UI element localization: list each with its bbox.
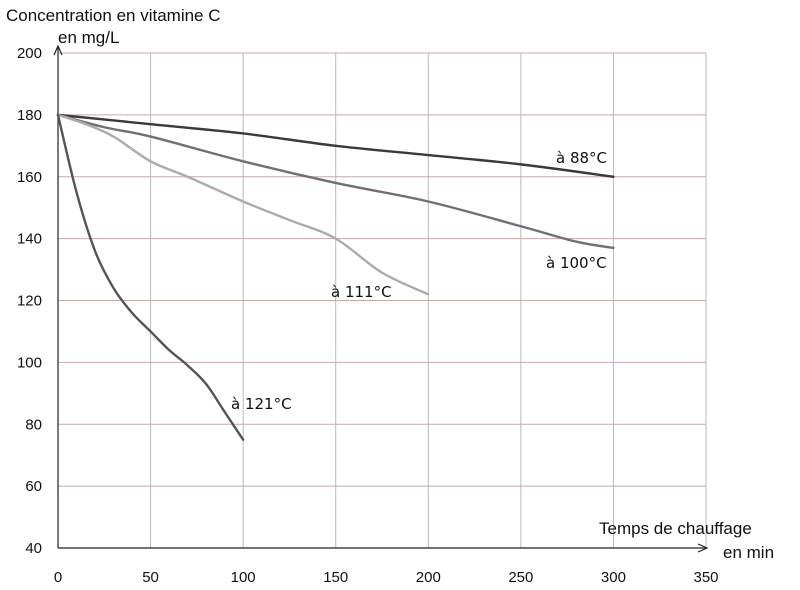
x-tick-label: 0	[54, 569, 62, 586]
series-line	[56, 113, 615, 250]
x-axis-arrow	[697, 543, 709, 553]
y-tick-label: 60	[25, 478, 42, 495]
series-line	[56, 113, 245, 441]
y-tick-label: 100	[17, 354, 42, 371]
y-axis-title-line2: en mg/L	[58, 28, 120, 47]
y-tick-label: 160	[17, 169, 42, 186]
series-label: à 111°C	[331, 283, 392, 301]
x-tick-label: 100	[231, 569, 256, 586]
y-tick-label: 40	[25, 540, 42, 557]
grid	[58, 52, 707, 548]
x-tick-label: 300	[601, 569, 626, 586]
tick-labels: 40 60 80 100 120 140 160 180 200 0 50 100 150 200 250 3…	[17, 45, 719, 586]
series-labels: à 88°C à 100°C à 111°C à 121°C	[231, 149, 607, 413]
x-axis-title-line2: en min	[723, 543, 775, 562]
y-tick-label: 80	[25, 416, 42, 433]
series-label: à 88°C	[556, 149, 607, 167]
y-tick-label: 180	[17, 107, 42, 124]
x-tick-label: 250	[508, 569, 533, 586]
y-axis-title-line1: Concentration en vitamine C	[6, 6, 221, 25]
y-tick-label: 120	[17, 293, 42, 310]
y-axis-arrow	[53, 44, 63, 56]
series-lines	[56, 113, 615, 441]
x-tick-label: 150	[323, 569, 348, 586]
series-line	[56, 113, 430, 296]
series-label: à 121°C	[231, 395, 292, 413]
x-tick-label: 200	[416, 569, 441, 586]
series-line	[56, 113, 615, 178]
axes	[53, 44, 709, 553]
x-tick-label: 50	[142, 569, 159, 586]
x-axis-title-line1: Temps de chauffage	[599, 519, 752, 538]
y-tick-label: 140	[17, 231, 42, 248]
y-tick-label: 200	[17, 45, 42, 62]
x-tick-label: 350	[693, 569, 718, 586]
series-label: à 100°C	[546, 254, 607, 272]
